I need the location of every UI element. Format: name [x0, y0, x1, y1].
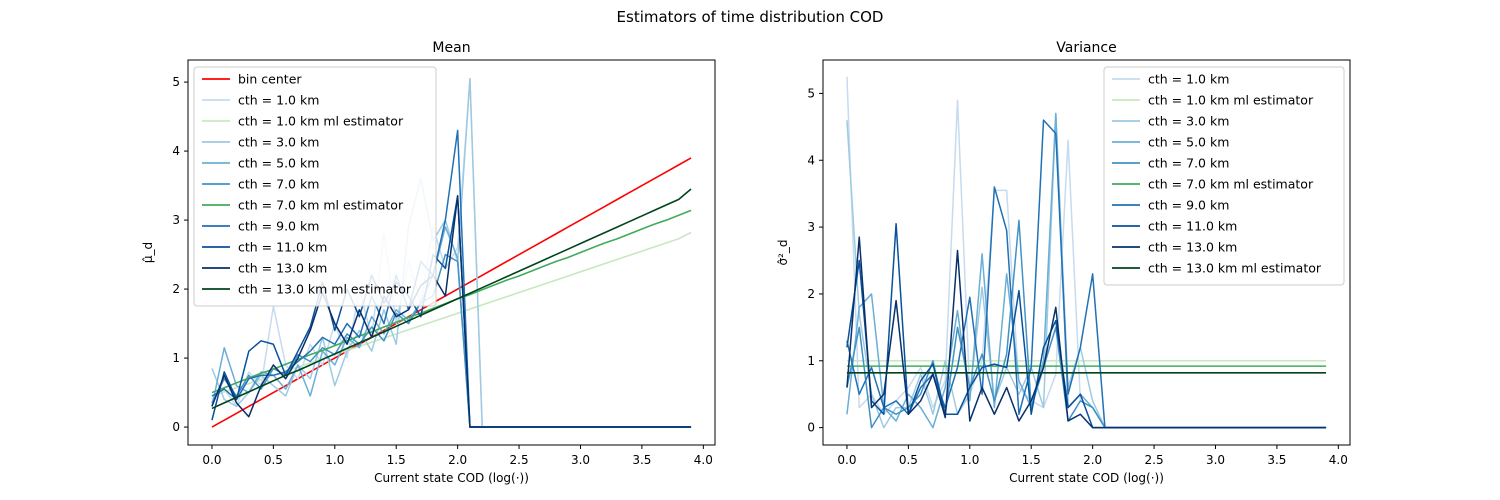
mean-series-group [211, 77, 692, 428]
mean-legend-label-cth-5-0-km: cth = 5.0 km [238, 156, 319, 171]
mean-y-tick-label: 3 [172, 213, 180, 227]
mean-legend-label-cth-11-0-km: cth = 11.0 km [238, 240, 327, 255]
variance-panel: 0.0 0.5 1.0 1.5 2.0 2.5 3.0 3.5 4.0 0 1 2 3 4 5 Varianc… [776, 40, 1351, 485]
variance-y-tick-label: 0 [807, 421, 815, 435]
variance-x-tick-label: 3.5 [1267, 453, 1286, 467]
variance-legend-label-cth-5-0-km: cth = 5.0 km [1148, 135, 1229, 150]
variance-legend-label-cth-3-0-km: cth = 3.0 km [1148, 114, 1229, 129]
mean-series-line-cth-13-0-km-ml-estimator [211, 188, 692, 410]
mean-x-tick-label: 0.5 [264, 453, 283, 467]
variance-x-tick-label: 2.0 [1083, 453, 1102, 467]
variance-x-tick-label: 0.5 [899, 453, 918, 467]
variance-legend-label-cth-1-0-km-ml-estimator: cth = 1.0 km ml estimator [1148, 93, 1314, 108]
mean-x-axis-label: Current state COD (log(·)) [374, 471, 529, 485]
variance-legend-label-cth-7-0-km-ml-estimator: cth = 7.0 km ml estimator [1148, 177, 1314, 192]
mean-panel-title: Mean [432, 40, 470, 56]
variance-legend-label-cth-7-0-km: cth = 7.0 km [1148, 156, 1229, 171]
mean-series-line-cth-13-0-km [211, 195, 692, 428]
mean-x-tick-label: 3.5 [632, 453, 651, 467]
variance-x-tick-label: 3.0 [1206, 453, 1225, 467]
mean-legend-label-cth-9-0-km: cth = 9.0 km [238, 219, 319, 234]
mean-x-tick-label: 1.5 [387, 453, 406, 467]
mean-y-tick-label: 5 [172, 75, 180, 89]
variance-legend: cth = 1.0 km cth = 1.0 km ml estimator cth… [1103, 66, 1345, 286]
variance-legend-label-cth-9-0-km: cth = 9.0 km [1148, 198, 1229, 213]
mean-y-axis-label: μ̂_d [141, 242, 155, 263]
mean-y-tick-label: 1 [172, 351, 180, 365]
variance-y-tick-label: 2 [807, 287, 815, 301]
variance-x-tick-label: 1.0 [960, 453, 979, 467]
variance-series-line-cth-13-0-km [846, 236, 1327, 429]
variance-y-tick-label: 1 [807, 354, 815, 368]
mean-panel: 0.0 0.5 1.0 1.5 2.0 2.5 3.0 3.5 4.0 0 1 2 3 4 5 Mean Cur… [141, 40, 716, 485]
mean-y-tick-label: 0 [172, 420, 180, 434]
variance-x-tick-label: 2.5 [1145, 453, 1164, 467]
variance-x-axis-label: Current state COD (log(·)) [1009, 471, 1164, 485]
mean-x-tick-label: 4.0 [694, 453, 713, 467]
mean-legend: bin center cth = 1.0 km cth = 1.0 km ml es… [193, 66, 437, 307]
mean-legend-label-cth-7-0-km: cth = 7.0 km [238, 177, 319, 192]
variance-axes-frame [822, 59, 1351, 446]
variance-x-tick-label: 4.0 [1329, 453, 1348, 467]
variance-legend-label-cth-1-0-km: cth = 1.0 km [1148, 72, 1229, 87]
variance-y-axis-label: σ̂²_d [776, 239, 790, 265]
variance-legend-label-cth-13-0-km: cth = 13.0 km [1148, 240, 1237, 255]
mean-legend-label-cth-3-0-km: cth = 3.0 km [238, 135, 319, 150]
variance-y-tick-label: 5 [807, 86, 815, 100]
mean-x-tick-label: 2.5 [510, 453, 529, 467]
mean-y-tick-label: 4 [172, 144, 180, 158]
variance-series-group [846, 76, 1327, 429]
variance-legend-label-cth-11-0-km: cth = 11.0 km [1148, 219, 1237, 234]
mean-axes-frame [187, 59, 716, 446]
mean-y-tick-label: 2 [172, 282, 180, 296]
mean-legend-label-cth-1-0-km-ml-estimator: cth = 1.0 km ml estimator [238, 114, 404, 129]
mean-legend-label-cth-13-0-km-ml-estimator: cth = 13.0 km ml estimator [238, 282, 412, 297]
mean-legend-label-cth-13-0-km: cth = 13.0 km [238, 261, 327, 276]
figure-title: Estimators of time distribution COD [617, 8, 884, 26]
mean-x-tick-label: 3.0 [571, 453, 590, 467]
mean-x-tick-label: 2.0 [448, 453, 467, 467]
mean-legend-box [193, 66, 437, 307]
mean-legend-label-cth-1-0-km: cth = 1.0 km [238, 93, 319, 108]
mean-legend-label-bin-center: bin center [238, 72, 302, 87]
variance-y-tick-label: 3 [807, 220, 815, 234]
mean-x-tick-label: 1.0 [325, 453, 344, 467]
variance-legend-label-cth-13-0-km-ml-estimator: cth = 13.0 km ml estimator [1148, 261, 1322, 276]
variance-x-tick-label: 0.0 [837, 453, 856, 467]
mean-x-tick-label: 0.0 [202, 453, 221, 467]
variance-x-tick-label: 1.5 [1022, 453, 1041, 467]
variance-panel-title: Variance [1056, 40, 1116, 56]
variance-y-tick-label: 4 [807, 153, 815, 167]
mean-legend-label-cth-7-0-km-ml-estimator: cth = 7.0 km ml estimator [238, 198, 404, 213]
variance-legend-box [1103, 66, 1345, 286]
